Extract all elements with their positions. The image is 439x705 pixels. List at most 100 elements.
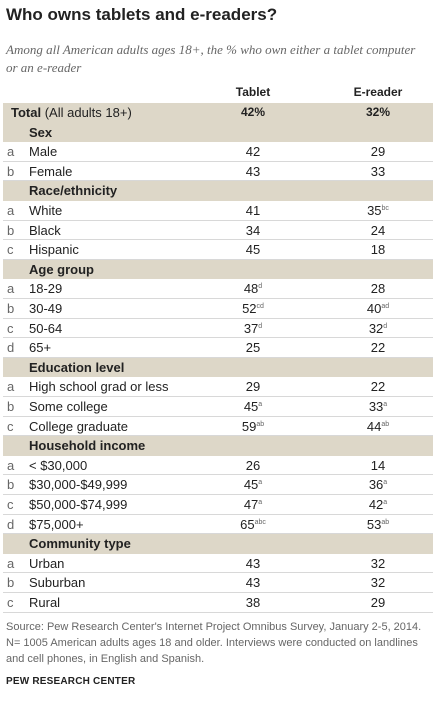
tablet-cell-sup: a <box>258 499 263 506</box>
row-letter: c <box>7 595 14 610</box>
ereader-cell: 28 <box>338 279 418 299</box>
row-letter: c <box>7 497 14 512</box>
tablet-cell: 38 <box>213 593 293 613</box>
tablet-cell: 43 <box>213 573 293 593</box>
row-label: Suburban <box>29 575 86 591</box>
row-label: Hispanic <box>29 242 79 258</box>
row-label: $30,000-$49,999 <box>29 477 128 493</box>
row-letter: c <box>7 418 14 434</box>
total-note: (All adults 18+) <box>44 105 132 120</box>
section-title: Education level <box>29 359 125 375</box>
row-label: 50-64 <box>29 320 63 336</box>
data-row: a 18-29 48d 28 <box>3 279 433 299</box>
data-row: c 50-64 37d 32d <box>3 319 433 339</box>
row-label: 65+ <box>29 340 52 356</box>
ereader-cell-value: 18 <box>370 242 386 258</box>
data-row: b Female 43 33 <box>3 162 433 182</box>
row-label: Rural <box>29 595 61 610</box>
ereader-cell-value: 32 <box>370 575 386 591</box>
ereader-cell-value: 24 <box>370 222 386 238</box>
ereader-cell: 32d <box>338 319 418 339</box>
data-row: a < $30,000 26 14 <box>3 456 433 476</box>
row-label: Male <box>29 144 58 160</box>
tablet-cell: 41 <box>213 201 293 221</box>
section-title: Household income <box>29 438 146 454</box>
row-label: Some college <box>29 399 108 414</box>
section-header: Household income <box>3 436 433 456</box>
footer: PEW RESEARCH CENTER <box>6 676 136 687</box>
column-header-row: Tablet E-reader <box>3 83 433 103</box>
ereader-cell-value: 42 <box>368 497 384 512</box>
row-letter: d <box>7 340 15 356</box>
row-letter: b <box>7 477 15 493</box>
section-title: Age group <box>29 261 94 277</box>
total-row: Total (All adults 18+) 42% 32% <box>3 103 433 123</box>
row-label: < $30,000 <box>29 457 88 473</box>
total-label-text: Total <box>11 105 42 120</box>
tablet-cell-value: 37 <box>243 320 259 336</box>
tablet-cell-value: 29 <box>245 379 261 395</box>
row-letter: b <box>7 575 15 591</box>
tablet-cell-sup: abc <box>254 518 266 526</box>
tablet-cell-value: 45 <box>243 399 259 414</box>
data-row: a High school grad or less 29 22 <box>3 377 433 397</box>
ereader-cell: 42a <box>338 495 418 515</box>
data-row: a Male 42 29 <box>3 142 433 162</box>
row-label: Black <box>29 222 61 238</box>
tablet-cell-sup: a <box>258 401 263 408</box>
row-letter: a <box>7 555 15 571</box>
ereader-cell-sup: bc <box>381 205 389 212</box>
row-letter: d <box>7 516 15 532</box>
tablet-cell-value: 38 <box>245 595 261 610</box>
tablet-cell-value: 47 <box>243 497 259 512</box>
tablet-cell-value: 42 <box>245 144 261 160</box>
tablet-cell: 29 <box>213 377 293 397</box>
total-label: Total (All adults 18+) <box>11 103 132 123</box>
tablet-cell: 37d <box>213 319 293 339</box>
ereader-cell: 22 <box>338 377 418 397</box>
tablet-cell: 59ab <box>213 417 293 437</box>
ereader-cell-value: 32 <box>368 320 384 336</box>
row-letter: b <box>7 163 15 179</box>
row-label: Urban <box>29 555 65 571</box>
data-row: d $75,000+ 65abc 53ab <box>3 515 433 535</box>
row-label: College graduate <box>29 418 129 434</box>
row-letter: b <box>7 222 15 238</box>
ereader-cell: 36a <box>338 475 418 495</box>
tablet-cell: 43 <box>213 554 293 574</box>
data-row: b Suburban 43 32 <box>3 573 433 593</box>
ereader-cell-value: 40 <box>366 301 382 316</box>
column-header: Tablet <box>235 85 271 100</box>
ereader-cell-sup: a <box>383 499 388 506</box>
ereader-cell-sup: ad <box>381 303 390 310</box>
data-row: a Urban 43 32 <box>3 554 433 574</box>
tablet-cell-value: 26 <box>245 457 261 473</box>
tablet-cell-sup: d <box>258 322 263 330</box>
data-row: c College graduate 59ab 44ab <box>3 417 433 437</box>
tablet-cell: 42 <box>213 142 293 162</box>
ereader-cell: 14 <box>338 456 418 476</box>
row-label: White <box>29 203 63 218</box>
tablet-cell: 65abc <box>213 515 293 535</box>
ereader-cell: 22 <box>338 338 418 358</box>
tablet-cell-value: 43 <box>245 575 261 591</box>
tablet-cell: 26 <box>213 456 293 476</box>
tablet-cell-value: 25 <box>245 340 261 356</box>
ereader-cell-value: 29 <box>370 595 386 610</box>
section-header: Sex <box>3 122 433 143</box>
ereader-cell-value: 29 <box>370 144 386 160</box>
data-row: b Black 34 24 <box>3 221 433 241</box>
ereader-cell-value: 33 <box>368 399 384 414</box>
total-tablet: 42% <box>240 105 266 119</box>
tablet-cell: 43 <box>213 162 293 182</box>
ereader-cell: 29 <box>338 142 418 162</box>
ereader-cell-sup: d <box>383 322 388 330</box>
tablet-cell: 45 <box>213 240 293 260</box>
ereader-cell-value: 22 <box>370 379 386 395</box>
tablet-cell: 47a <box>213 495 293 515</box>
row-label: $75,000+ <box>29 516 84 532</box>
data-row: d 65+ 25 22 <box>3 338 433 358</box>
ereader-cell: 33a <box>338 397 418 417</box>
row-label: High school grad or less <box>29 379 169 395</box>
